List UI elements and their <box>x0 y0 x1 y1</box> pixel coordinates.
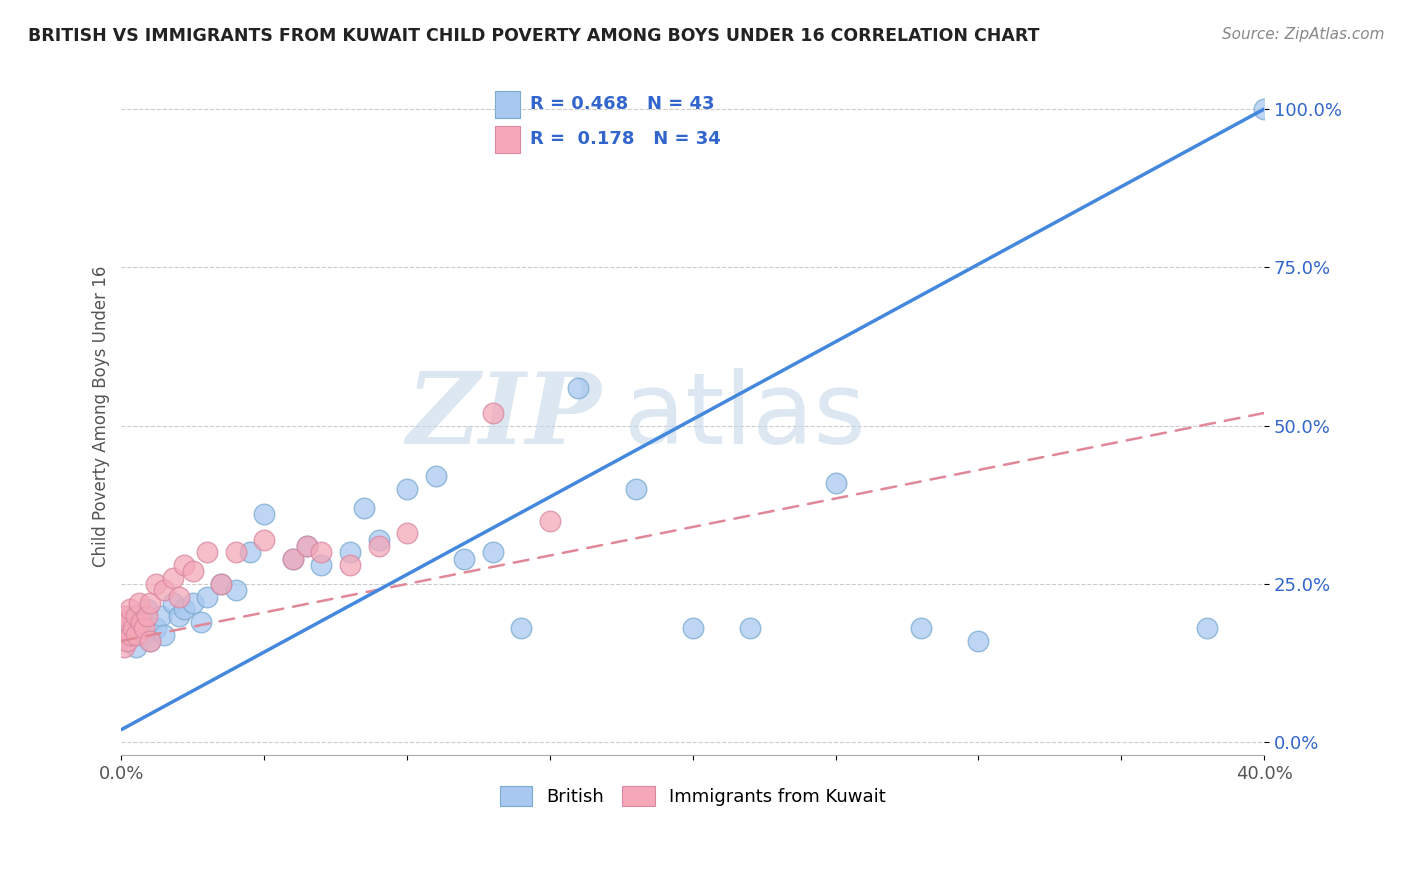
Point <box>115 615 138 629</box>
Point <box>173 558 195 572</box>
Point <box>134 621 156 635</box>
Point <box>115 634 138 648</box>
Point <box>367 539 389 553</box>
Point <box>281 551 304 566</box>
Point <box>910 621 932 635</box>
Point <box>624 482 647 496</box>
Point <box>153 583 176 598</box>
Point <box>209 577 232 591</box>
Point <box>173 602 195 616</box>
Point <box>209 577 232 591</box>
Point <box>253 533 276 547</box>
Point <box>112 640 135 655</box>
Point <box>510 621 533 635</box>
Point <box>967 634 990 648</box>
Point <box>181 596 204 610</box>
Point <box>162 596 184 610</box>
Point <box>824 475 846 490</box>
Point <box>118 602 141 616</box>
Point <box>190 615 212 629</box>
Point <box>367 533 389 547</box>
Point <box>396 526 419 541</box>
Point <box>118 627 141 641</box>
Legend: British, Immigrants from Kuwait: British, Immigrants from Kuwait <box>492 779 893 814</box>
Point <box>128 596 150 610</box>
Point <box>1253 102 1275 116</box>
Point <box>225 545 247 559</box>
Point <box>239 545 262 559</box>
Point <box>139 596 162 610</box>
Point <box>136 608 159 623</box>
Point <box>122 627 145 641</box>
Point <box>125 627 148 641</box>
Point <box>425 469 447 483</box>
Point <box>145 577 167 591</box>
Point <box>195 545 218 559</box>
Point <box>136 602 159 616</box>
Point <box>131 615 153 629</box>
Point <box>112 621 135 635</box>
Point <box>481 406 503 420</box>
Point <box>567 381 589 395</box>
Point <box>295 539 318 553</box>
Point <box>225 583 247 598</box>
Y-axis label: Child Poverty Among Boys Under 16: Child Poverty Among Boys Under 16 <box>93 266 110 566</box>
Point <box>128 621 150 635</box>
Point <box>181 564 204 578</box>
Point <box>682 621 704 635</box>
Point <box>295 539 318 553</box>
Point <box>167 590 190 604</box>
Text: ZIP: ZIP <box>406 368 602 465</box>
Point <box>253 508 276 522</box>
Point <box>122 621 145 635</box>
Text: atlas: atlas <box>624 368 866 465</box>
Point <box>139 634 162 648</box>
Point <box>195 590 218 604</box>
Point <box>311 545 333 559</box>
Point <box>339 545 361 559</box>
Point <box>112 621 135 635</box>
Point <box>538 514 561 528</box>
Point <box>150 608 173 623</box>
Point <box>353 500 375 515</box>
Text: BRITISH VS IMMIGRANTS FROM KUWAIT CHILD POVERTY AMONG BOYS UNDER 16 CORRELATION : BRITISH VS IMMIGRANTS FROM KUWAIT CHILD … <box>28 27 1039 45</box>
Point <box>153 627 176 641</box>
Point <box>481 545 503 559</box>
Point <box>738 621 761 635</box>
Point <box>125 640 148 655</box>
Point <box>162 571 184 585</box>
Point <box>118 608 141 623</box>
Point <box>453 551 475 566</box>
Point <box>311 558 333 572</box>
Point <box>281 551 304 566</box>
Point <box>112 608 135 623</box>
Point <box>125 608 148 623</box>
Point <box>139 634 162 648</box>
Point <box>167 608 190 623</box>
Point <box>125 615 148 629</box>
Point <box>396 482 419 496</box>
Point <box>1195 621 1218 635</box>
Point <box>145 621 167 635</box>
Point <box>115 634 138 648</box>
Text: Source: ZipAtlas.com: Source: ZipAtlas.com <box>1222 27 1385 42</box>
Point <box>134 627 156 641</box>
Point <box>339 558 361 572</box>
